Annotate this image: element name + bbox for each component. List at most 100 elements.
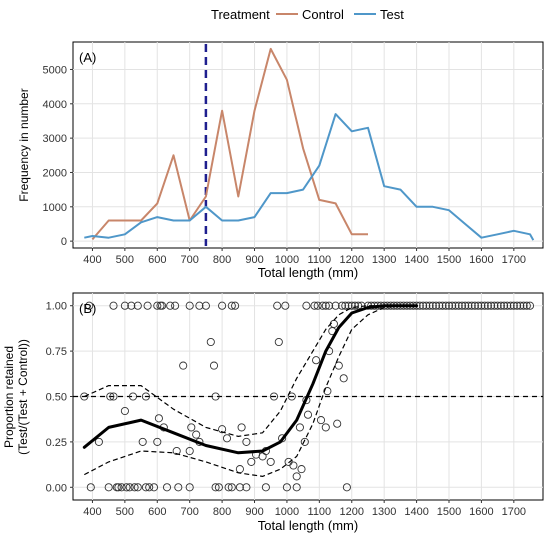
panel-b-y-tick-label: 1.00 bbox=[46, 301, 67, 313]
data-point bbox=[227, 301, 236, 310]
data-point bbox=[316, 416, 326, 425]
panel-a-x-tick-label: 500 bbox=[116, 254, 134, 266]
data-point bbox=[451, 301, 460, 310]
panel-a-y-tick-label: 2000 bbox=[43, 167, 67, 179]
data-point bbox=[145, 483, 154, 492]
panel-b-x-tick-label: 1600 bbox=[469, 506, 493, 518]
data-point bbox=[227, 483, 236, 492]
panel-a-y-tick-label: 5000 bbox=[43, 64, 67, 76]
data-point bbox=[269, 392, 279, 401]
data-point bbox=[470, 301, 479, 310]
panel-a-x-tick-label: 1200 bbox=[340, 254, 364, 266]
data-point bbox=[211, 392, 220, 401]
data-point bbox=[474, 301, 483, 310]
panel-b-x-axis-label: Total length (mm) bbox=[258, 518, 358, 533]
data-point bbox=[235, 483, 244, 492]
data-point bbox=[513, 301, 522, 310]
data-point bbox=[339, 374, 348, 383]
panel-b-x-tick-label: 400 bbox=[83, 506, 101, 518]
data-point bbox=[127, 301, 136, 310]
data-point bbox=[347, 301, 356, 310]
panel-a-x-tick-label: 1500 bbox=[437, 254, 461, 266]
data-point bbox=[318, 301, 327, 310]
legend-label-test: Test bbox=[380, 7, 404, 22]
data-point bbox=[209, 361, 219, 370]
panel-a-x-tick-label: 1400 bbox=[404, 254, 428, 266]
panel-b-x-tick-label: 1400 bbox=[404, 506, 428, 518]
panel-a-x-tick-label: 700 bbox=[181, 254, 199, 266]
panel-b-x-tick-label: 1300 bbox=[372, 506, 396, 518]
data-point bbox=[519, 301, 528, 310]
panel-a-x-axis-label: Total length (mm) bbox=[258, 265, 358, 280]
data-point bbox=[435, 301, 444, 310]
data-point bbox=[300, 437, 309, 446]
data-point bbox=[242, 437, 251, 446]
data-point bbox=[120, 301, 129, 310]
data-point bbox=[303, 410, 313, 419]
panel-a-y-tick-label: 4000 bbox=[43, 99, 67, 111]
panel-b-x-tick-label: 900 bbox=[245, 506, 263, 518]
legend-title: Treatment bbox=[211, 7, 270, 22]
panel-b-x-tick-label: 1000 bbox=[275, 506, 299, 518]
data-point bbox=[172, 446, 181, 456]
legend-label-control: Control bbox=[302, 7, 344, 22]
data-point bbox=[448, 301, 457, 310]
data-point bbox=[313, 301, 322, 310]
data-point bbox=[289, 461, 298, 470]
panel-b-x-tick-label: 600 bbox=[148, 506, 166, 518]
data-point bbox=[206, 337, 215, 347]
data-point bbox=[174, 483, 183, 492]
data-point bbox=[133, 301, 142, 310]
legend: Treatment Control Test bbox=[211, 7, 404, 22]
data-point bbox=[211, 483, 220, 492]
panel-a-y-tick-label: 3000 bbox=[43, 133, 67, 145]
fit-curve bbox=[82, 304, 419, 455]
data-point bbox=[493, 301, 502, 310]
panel-b-x-tick-label: 1500 bbox=[437, 506, 461, 518]
data-point bbox=[185, 483, 194, 492]
data-point bbox=[431, 301, 441, 310]
panel-a-y-ticks: 0 1000 2000 3000 4000 5000 bbox=[43, 64, 73, 248]
data-point bbox=[281, 301, 290, 310]
data-point bbox=[483, 301, 492, 310]
data-point bbox=[120, 406, 129, 416]
data-point bbox=[158, 301, 167, 310]
data-point bbox=[218, 301, 227, 310]
panel-a-grid bbox=[73, 42, 543, 248]
data-point bbox=[80, 392, 89, 401]
data-point bbox=[185, 446, 194, 456]
data-point bbox=[201, 301, 210, 310]
data-point bbox=[287, 392, 296, 401]
data-point bbox=[419, 301, 428, 310]
data-point bbox=[438, 301, 447, 310]
data-point bbox=[266, 457, 275, 466]
data-point bbox=[422, 301, 431, 310]
data-point bbox=[477, 301, 486, 310]
data-point bbox=[487, 301, 496, 310]
data-point bbox=[461, 301, 470, 310]
data-point bbox=[331, 301, 340, 310]
data-point bbox=[94, 437, 103, 446]
panel-a-x-tick-label: 900 bbox=[245, 254, 263, 266]
data-point bbox=[185, 301, 194, 310]
data-point bbox=[143, 301, 152, 310]
panel-b-y-tick-label: 0.50 bbox=[46, 392, 67, 404]
data-point bbox=[516, 301, 525, 310]
panel-b-y-axis-label-line1: Proportion retained bbox=[2, 346, 16, 448]
data-point bbox=[341, 301, 350, 310]
panel-a-x-tick-label: 600 bbox=[148, 254, 166, 266]
data-point bbox=[166, 301, 175, 310]
panel-a-series bbox=[84, 47, 535, 241]
panel-b-y-tick-label: 0.00 bbox=[46, 482, 67, 494]
data-point bbox=[130, 483, 139, 492]
panel-a-frame bbox=[72, 41, 544, 249]
data-point bbox=[503, 301, 512, 310]
panel-a-label: (A) bbox=[79, 50, 96, 65]
series-line-control bbox=[91, 47, 368, 241]
panel-a-x-ticks: 400 500 600 700 800 900 1000 1100 1200 1300 1400 15… bbox=[83, 248, 526, 266]
data-point bbox=[321, 301, 330, 310]
data-point bbox=[292, 483, 301, 492]
data-point bbox=[509, 301, 518, 310]
data-point bbox=[149, 483, 159, 492]
data-point bbox=[334, 361, 343, 370]
